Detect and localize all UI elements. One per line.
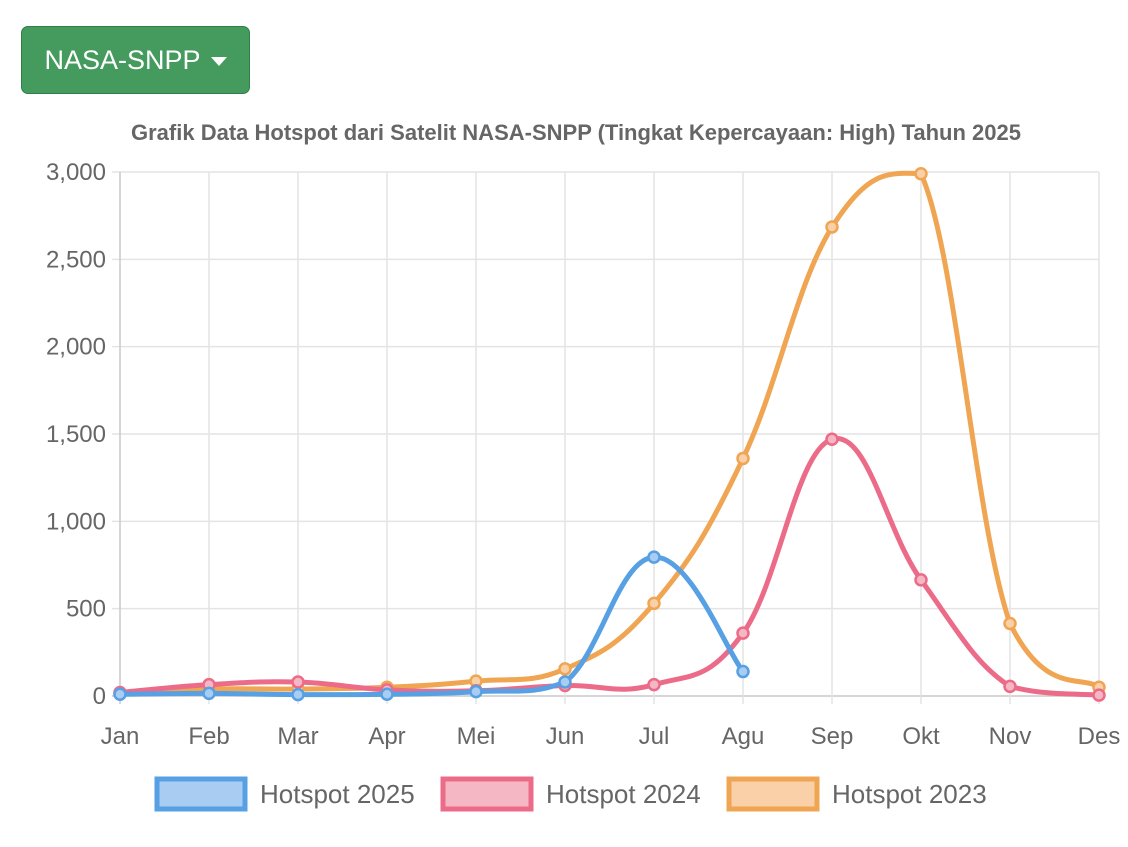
legend: Hotspot 2025 Hotspot 2024 Hotspot 2023: [154, 776, 987, 812]
x-axis: Jan Feb Mar Apr Mei Jun Jul Agu Sep Okt Nov Des: [101, 723, 1121, 750]
data-point-hotspot-2024: [736, 626, 750, 640]
data-point-hotspot-2025: [291, 687, 305, 702]
y-tick-label: 2,500: [46, 246, 106, 273]
series-line-hotspot-2024: [117, 436, 1102, 698]
y-tick-label: 2,000: [46, 334, 106, 361]
x-tick-label: Nov: [989, 723, 1032, 750]
series-line-hotspot-2025: [117, 554, 746, 698]
x-tick-label: Feb: [188, 723, 229, 750]
data-point-hotspot-2024: [1003, 679, 1017, 694]
x-tick-label: Okt: [902, 723, 940, 750]
data-point-hotspot-2023: [558, 662, 572, 676]
x-tick-label: Jun: [546, 723, 585, 750]
data-point-hotspot-2024: [914, 573, 928, 587]
legend-swatch: [440, 776, 534, 812]
y-tick-label: 500: [66, 596, 106, 623]
data-point-hotspot-2023: [914, 166, 928, 181]
chart-title: Grafik Data Hotspot dari Satelit NASA-SN…: [131, 120, 1021, 145]
data-point-hotspot-2023: [825, 220, 839, 234]
x-tick-label: Apr: [368, 723, 405, 750]
data-point-hotspot-2023: [647, 596, 661, 611]
data-point-hotspot-2023: [736, 451, 750, 466]
data-point-hotspot-2025: [469, 684, 483, 699]
y-tick-label: 3,000: [46, 159, 106, 186]
x-tick-label: Sep: [811, 723, 854, 750]
data-point-hotspot-2024: [291, 675, 305, 689]
satellite-dropdown-button[interactable]: NASA-SNPP: [21, 26, 250, 94]
x-tick-label: Mei: [457, 723, 496, 750]
legend-swatch: [726, 776, 820, 812]
series-group: [113, 166, 1106, 702]
y-tick-label: 0: [93, 683, 106, 710]
legend-swatch: [154, 776, 248, 812]
x-tick-label: Jan: [101, 723, 140, 750]
x-tick-label: Des: [1078, 723, 1121, 750]
data-point-hotspot-2024: [1092, 688, 1106, 702]
data-point-hotspot-2025: [380, 687, 394, 702]
grid-lines: [112, 171, 1100, 704]
data-point-hotspot-2025: [647, 550, 661, 564]
x-tick-label: Jul: [639, 723, 670, 750]
data-point-hotspot-2024: [825, 432, 839, 446]
data-point-hotspot-2025: [558, 675, 572, 689]
dropdown-label: NASA-SNPP: [44, 44, 201, 75]
x-tick-label: Agu: [722, 723, 765, 750]
data-point-hotspot-2025: [202, 686, 216, 701]
caret-down-icon: [210, 56, 227, 66]
y-tick-label: 1,000: [46, 508, 106, 535]
series-line-hotspot-2023: [117, 170, 1102, 696]
y-axis: 0 500 1,000 1,500 2,000 2,500 3,000: [46, 159, 106, 710]
data-point-hotspot-2025: [736, 664, 750, 679]
legend-label: Hotspot 2024: [546, 779, 701, 809]
x-tick-label: Mar: [277, 723, 318, 750]
data-point-hotspot-2025: [113, 687, 127, 702]
y-tick-label: 1,500: [46, 421, 106, 448]
data-point-hotspot-2024: [647, 677, 661, 692]
legend-label: Hotspot 2023: [832, 779, 987, 809]
data-point-hotspot-2023: [1003, 616, 1017, 631]
legend-label: Hotspot 2025: [260, 779, 415, 809]
